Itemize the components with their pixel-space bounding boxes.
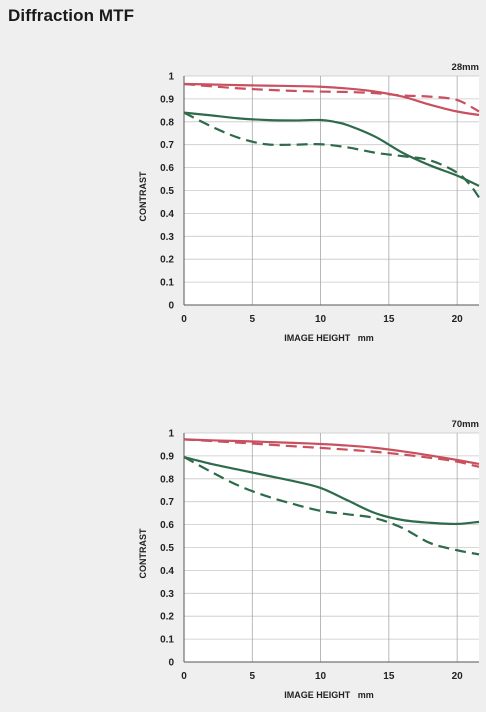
y-tick-label: 0.3 [160, 589, 174, 600]
series-line-green-dashed [184, 111, 480, 199]
x-tick-label: 20 [452, 314, 464, 325]
series-line-green-solid [184, 111, 480, 187]
y-tick-label: 0.4 [160, 566, 174, 577]
x-tick-label: 5 [250, 671, 256, 682]
series-line-red-dashed [184, 82, 480, 113]
series-group [184, 438, 480, 556]
y-tick-label: 0.8 [160, 117, 174, 128]
x-tick-label: 0 [181, 314, 187, 325]
y-tick-label: 0.6 [160, 520, 174, 531]
series-line-red-solid [184, 82, 480, 117]
page-title: Diffraction MTF [8, 6, 135, 25]
x-tick-label: 0 [181, 671, 187, 682]
x-tick-label: 10 [315, 671, 327, 682]
x-axis-label: IMAGE HEIGHT mm [284, 333, 374, 343]
series-line-red-solid [184, 438, 480, 465]
y-tick-label: 1 [168, 72, 174, 83]
y-tick-label: 0.8 [160, 474, 174, 485]
y-tick-label: 0 [168, 658, 174, 669]
y-tick-label: 1 [168, 429, 174, 440]
series-group [184, 82, 480, 199]
x-tick-label: 15 [383, 671, 395, 682]
y-tick-label: 0.1 [160, 635, 174, 646]
y-axis-label: CONTRAST [138, 171, 148, 221]
mtf-chart-70mm: 00.10.20.30.40.50.60.70.80.910 5 10 15 20IMA… [138, 419, 480, 700]
series-line-green-dashed [184, 456, 480, 556]
y-tick-label: 0.7 [160, 497, 174, 508]
y-tick-label: 0.2 [160, 255, 174, 266]
x-tick-label: 5 [250, 314, 256, 325]
y-tick-label: 0 [168, 301, 174, 312]
y-tick-label: 0.1 [160, 278, 174, 289]
series-line-red-dashed [184, 438, 480, 468]
x-tick-label: 20 [452, 671, 464, 682]
y-tick-label: 0.3 [160, 232, 174, 243]
y-tick-label: 0.2 [160, 612, 174, 623]
x-axis-label: IMAGE HEIGHT mm [284, 690, 374, 700]
y-tick-label: 0.6 [160, 163, 174, 174]
y-tick-label: 0.9 [160, 94, 174, 105]
y-axis-label: CONTRAST [138, 528, 148, 578]
y-tick-label: 0.5 [160, 186, 174, 197]
y-tick-label: 0.9 [160, 451, 174, 462]
y-tick-label: 0.7 [160, 140, 174, 151]
y-tick-label: 0.5 [160, 543, 174, 554]
series-line-green-solid [184, 455, 480, 526]
y-tick-label: 0.4 [160, 209, 174, 220]
mtf-chart-28mm: 00.10.20.30.40.50.60.70.80.910 5 10 15 20IMA… [138, 62, 480, 343]
x-tick-label: 15 [383, 314, 395, 325]
focal-length-label: 70mm [452, 419, 479, 430]
focal-length-label: 28mm [452, 62, 479, 73]
x-tick-label: 10 [315, 314, 327, 325]
